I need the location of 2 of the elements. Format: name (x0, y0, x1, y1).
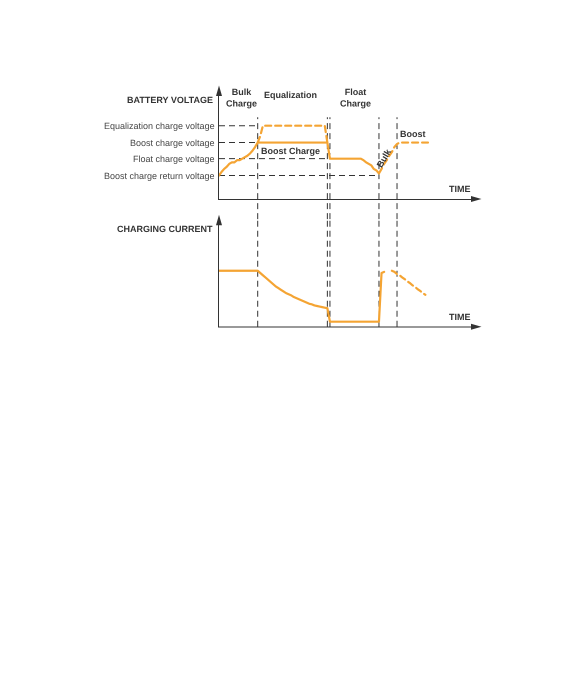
x-axis-title: TIME (449, 312, 470, 322)
y-axis-title: CHARGING CURRENT (117, 224, 213, 234)
